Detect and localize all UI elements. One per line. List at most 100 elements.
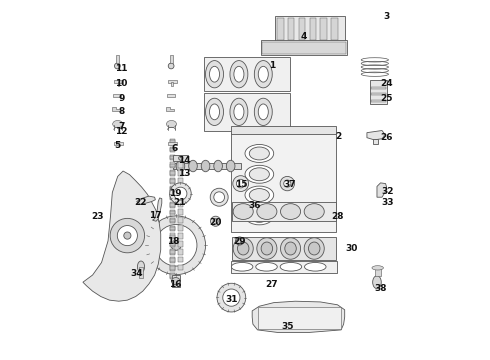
Bar bbox=[177, 210, 183, 215]
Bar bbox=[177, 217, 183, 223]
Text: 12: 12 bbox=[115, 127, 127, 136]
Bar bbox=[275, 17, 345, 41]
Ellipse shape bbox=[234, 104, 244, 120]
Bar bbox=[299, 18, 305, 40]
Bar bbox=[170, 218, 175, 224]
Text: 32: 32 bbox=[382, 187, 394, 196]
Text: 7: 7 bbox=[118, 122, 124, 131]
Bar bbox=[114, 80, 122, 83]
Text: 38: 38 bbox=[374, 284, 387, 293]
Text: 4: 4 bbox=[301, 32, 307, 41]
Text: 14: 14 bbox=[178, 156, 190, 165]
Bar bbox=[173, 155, 188, 161]
Ellipse shape bbox=[238, 242, 249, 255]
Ellipse shape bbox=[257, 204, 277, 220]
Bar bbox=[170, 194, 175, 200]
Ellipse shape bbox=[205, 60, 223, 88]
Bar bbox=[171, 226, 175, 230]
Bar bbox=[171, 258, 175, 262]
Ellipse shape bbox=[205, 98, 223, 126]
Text: 9: 9 bbox=[118, 94, 124, 103]
Bar bbox=[170, 202, 175, 208]
Bar bbox=[116, 55, 119, 63]
Ellipse shape bbox=[230, 60, 248, 88]
Ellipse shape bbox=[261, 242, 272, 255]
Circle shape bbox=[284, 180, 291, 187]
Bar bbox=[310, 18, 316, 40]
Bar bbox=[168, 142, 176, 145]
Text: 33: 33 bbox=[382, 198, 394, 207]
Text: 13: 13 bbox=[178, 169, 190, 178]
Ellipse shape bbox=[249, 189, 270, 202]
Ellipse shape bbox=[245, 207, 274, 225]
Ellipse shape bbox=[309, 242, 320, 255]
Ellipse shape bbox=[233, 238, 253, 259]
Ellipse shape bbox=[254, 60, 272, 88]
Bar bbox=[171, 195, 175, 199]
Polygon shape bbox=[83, 171, 161, 301]
Text: 28: 28 bbox=[331, 212, 344, 221]
Bar bbox=[231, 126, 336, 134]
Bar bbox=[204, 93, 290, 131]
Ellipse shape bbox=[256, 262, 277, 271]
Circle shape bbox=[213, 219, 218, 224]
Bar bbox=[177, 225, 183, 231]
Text: 18: 18 bbox=[167, 237, 179, 246]
Ellipse shape bbox=[373, 276, 381, 289]
Ellipse shape bbox=[210, 66, 220, 82]
Text: 17: 17 bbox=[149, 211, 162, 220]
Ellipse shape bbox=[249, 168, 270, 181]
Ellipse shape bbox=[372, 266, 383, 270]
Text: 27: 27 bbox=[266, 280, 278, 289]
Bar bbox=[370, 93, 386, 95]
Bar bbox=[170, 139, 175, 144]
Bar bbox=[232, 202, 337, 221]
Bar bbox=[170, 226, 175, 231]
Bar bbox=[170, 249, 175, 255]
Polygon shape bbox=[252, 301, 344, 332]
Circle shape bbox=[217, 283, 245, 312]
Bar bbox=[114, 142, 122, 145]
Circle shape bbox=[233, 176, 248, 192]
Bar bbox=[177, 233, 183, 239]
Bar bbox=[171, 179, 175, 183]
Circle shape bbox=[117, 226, 137, 246]
Text: 29: 29 bbox=[233, 237, 246, 246]
Ellipse shape bbox=[304, 238, 324, 259]
Polygon shape bbox=[112, 107, 120, 111]
Bar bbox=[177, 241, 183, 247]
Ellipse shape bbox=[257, 238, 277, 259]
Ellipse shape bbox=[201, 160, 210, 172]
Bar bbox=[170, 241, 175, 247]
Text: 36: 36 bbox=[249, 201, 261, 210]
Bar bbox=[373, 139, 378, 144]
Bar bbox=[288, 18, 294, 40]
Circle shape bbox=[124, 232, 131, 239]
Bar bbox=[139, 267, 143, 278]
Bar bbox=[167, 94, 175, 97]
Bar bbox=[171, 148, 175, 151]
Bar bbox=[375, 268, 381, 276]
Bar bbox=[168, 80, 176, 83]
Circle shape bbox=[174, 187, 187, 200]
Circle shape bbox=[115, 63, 120, 69]
Ellipse shape bbox=[245, 144, 274, 162]
Bar bbox=[170, 147, 175, 152]
Bar bbox=[170, 265, 175, 271]
Bar bbox=[320, 18, 327, 40]
Circle shape bbox=[147, 216, 205, 275]
Ellipse shape bbox=[210, 104, 220, 120]
Circle shape bbox=[280, 176, 294, 191]
Bar bbox=[171, 234, 175, 238]
Bar bbox=[370, 87, 386, 89]
Circle shape bbox=[210, 188, 228, 206]
Ellipse shape bbox=[304, 262, 326, 271]
Bar bbox=[177, 257, 183, 262]
Ellipse shape bbox=[234, 66, 244, 82]
Ellipse shape bbox=[137, 261, 145, 273]
Bar bbox=[177, 162, 183, 168]
Ellipse shape bbox=[245, 165, 274, 183]
Bar bbox=[171, 211, 175, 215]
Bar bbox=[177, 178, 183, 184]
Bar bbox=[177, 202, 183, 207]
